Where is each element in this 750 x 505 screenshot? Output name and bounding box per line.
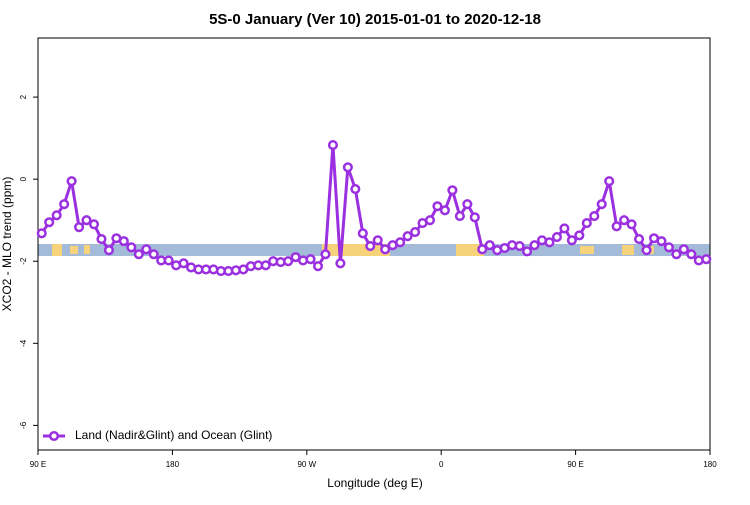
data-point <box>141 244 152 255</box>
data-point <box>581 218 592 229</box>
data-point <box>96 234 107 245</box>
x-tick-label: 0 <box>439 460 444 469</box>
data-point <box>66 176 77 187</box>
data-point <box>163 255 174 266</box>
data-point <box>44 217 55 228</box>
data-point <box>686 249 697 260</box>
data-point <box>663 242 674 253</box>
data-point <box>357 228 368 239</box>
data-point <box>477 244 488 255</box>
data-point <box>260 260 271 271</box>
data-point <box>619 215 630 226</box>
data-point <box>701 254 712 265</box>
data-point <box>51 210 62 221</box>
data-point <box>59 199 70 210</box>
data-point <box>559 223 570 234</box>
x-tick-label: 180 <box>703 460 717 469</box>
data-point <box>126 242 137 253</box>
plot-frame <box>37 37 711 451</box>
y-tick-label: -6 <box>19 421 28 429</box>
data-point <box>410 227 421 238</box>
data-point <box>103 245 114 256</box>
data-point <box>484 240 495 251</box>
data-point <box>454 211 465 222</box>
data-point <box>462 199 473 210</box>
data-point <box>81 215 92 226</box>
data-point <box>671 249 682 260</box>
data-point <box>626 219 637 230</box>
data-point <box>335 258 346 269</box>
data-point <box>74 222 85 233</box>
data-point <box>439 205 450 216</box>
data-point <box>589 211 600 222</box>
data-point <box>320 249 331 260</box>
y-axis-label: XCO2 - MLO trend (ppm) <box>0 177 14 312</box>
x-axis-label: Longitude (deg E) <box>327 476 422 490</box>
data-point <box>596 199 607 210</box>
data-point <box>380 244 391 255</box>
data-point <box>424 215 436 226</box>
y-tick-label: 2 <box>19 94 28 99</box>
data-point <box>611 221 622 232</box>
data-point <box>305 254 316 265</box>
x-tick-label: 90 E <box>30 460 46 469</box>
data-point <box>604 176 615 187</box>
chart-title: 5S-0 January (Ver 10) 2015-01-01 to 2020… <box>209 11 541 28</box>
data-point <box>551 231 562 243</box>
data-point <box>283 256 294 267</box>
data-point <box>118 236 129 247</box>
data-point <box>395 237 406 248</box>
y-tick-label: 0 <box>19 176 28 181</box>
data-point <box>372 235 383 246</box>
data-point <box>342 162 353 173</box>
data-point <box>148 249 159 260</box>
data-point <box>365 241 376 252</box>
x-tick-label: 90 E <box>567 460 583 469</box>
data-point <box>574 230 585 241</box>
data-point <box>447 185 458 196</box>
legend-label: Land (Nadir&Glint) and Ocean (Glint) <box>75 428 272 442</box>
x-tick-label: 180 <box>166 460 180 469</box>
data-point <box>656 236 667 247</box>
x-tick-label: 90 W <box>297 460 316 469</box>
data-point <box>350 183 361 195</box>
data-point <box>432 201 443 212</box>
data-point <box>544 237 555 248</box>
data-point <box>566 235 577 246</box>
legend-marker <box>48 430 60 442</box>
data-point <box>178 258 189 269</box>
data-point <box>469 212 480 223</box>
data-point <box>312 261 324 272</box>
data-point <box>641 245 652 256</box>
data-point <box>133 249 144 260</box>
data-point <box>327 140 338 151</box>
data-point <box>529 240 540 251</box>
data-point <box>36 228 47 239</box>
data-point <box>522 246 533 257</box>
y-tick-label: -4 <box>19 339 28 347</box>
data-point <box>88 219 100 230</box>
data-point <box>402 231 413 242</box>
data-point <box>514 241 525 252</box>
data-point <box>634 234 645 245</box>
data-point <box>678 244 689 255</box>
y-tick-label: -2 <box>19 257 28 265</box>
